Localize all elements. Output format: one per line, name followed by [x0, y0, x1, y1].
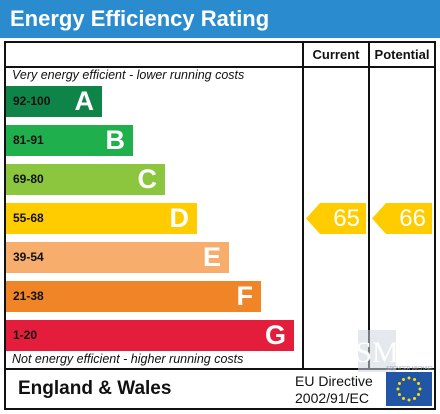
current-rating-arrow: 65 [306, 203, 366, 234]
eu-star [397, 393, 401, 396]
band-range: 1-20 [13, 328, 38, 342]
band-letter: D [169, 203, 190, 233]
band-letter: E [202, 242, 221, 272]
eu-star [396, 387, 400, 391]
band-a: 92-100 A [6, 86, 102, 117]
eu-star [407, 376, 411, 380]
divider-current [302, 41, 304, 369]
eu-star [418, 387, 422, 391]
band-range: 69-80 [13, 172, 44, 186]
spencer-michael-watermark-logo: SM SPENCER MICHAEL [356, 330, 434, 372]
band-e: 39-54 E [6, 242, 229, 273]
column-header-potential: Potential [374, 47, 430, 62]
chart-title: Energy Efficiency Rating [10, 6, 270, 31]
note-top: Very energy efficient - lower running co… [12, 68, 245, 82]
watermark-text: SPENCER MICHAEL [386, 366, 434, 372]
potential-rating-value: 66 [399, 205, 426, 232]
band-range: 21-38 [13, 289, 44, 303]
potential-arrow-shape [372, 203, 432, 234]
note-bottom: Not energy efficient - higher running co… [12, 352, 244, 366]
band-d: 55-68 D [6, 203, 197, 234]
region-label: England & Wales [18, 378, 172, 399]
divider-potential [368, 41, 370, 369]
eu-star [413, 397, 416, 401]
eu-star [402, 397, 405, 401]
band-range: 92-100 [13, 94, 51, 108]
current-rating-value: 65 [333, 205, 360, 232]
eu-star [397, 382, 401, 385]
title-bar: Energy Efficiency Rating [0, 0, 440, 38]
eu-star [417, 382, 421, 385]
eu-directive-line1: EU Directive [295, 373, 373, 389]
header-divider [4, 66, 436, 68]
eu-star [417, 393, 421, 396]
band-letter: B [105, 125, 126, 155]
band-range: 81-91 [13, 133, 44, 147]
band-b: 81-91 B [6, 125, 133, 156]
current-arrow-shape [306, 203, 366, 234]
eu-flag-icon [386, 372, 432, 406]
band-range: 39-54 [13, 250, 44, 264]
eu-star [413, 377, 416, 381]
potential-rating-arrow: 66 [372, 203, 432, 234]
footer-divider [4, 368, 436, 370]
rating-frame [4, 41, 436, 410]
band-c: 69-80 C [6, 164, 165, 195]
eu-flag-stars [396, 376, 422, 402]
eu-star [402, 377, 405, 381]
column-header-current: Current [312, 47, 360, 62]
band-letter: F [236, 281, 254, 311]
eu-directive-line2: 2002/91/EC [295, 390, 369, 406]
band-range: 55-68 [13, 211, 44, 225]
band-letter: C [137, 164, 158, 194]
band-letter: G [264, 320, 286, 350]
eu-star [407, 398, 411, 402]
band-letter: A [74, 86, 95, 116]
watermark-monogram: SM [356, 336, 399, 369]
band-f: 21-38 F [6, 281, 261, 312]
band-g: 1-20 G [6, 320, 294, 351]
